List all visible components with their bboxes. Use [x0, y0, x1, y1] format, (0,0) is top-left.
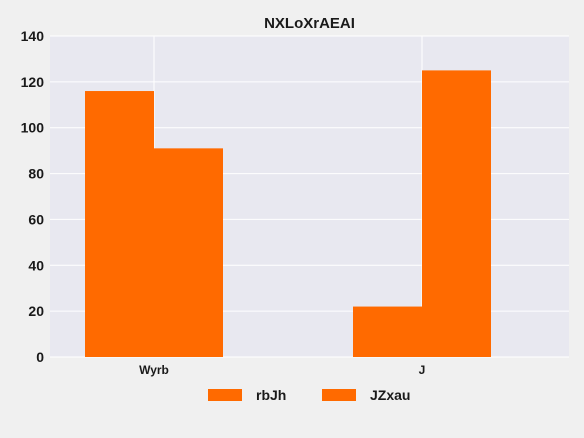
- legend-swatch: [322, 389, 356, 401]
- legend-swatch: [208, 389, 242, 401]
- legend-label: JZxau: [370, 387, 410, 403]
- y-axis-ticks: 0 20 40 60 80 100 120 140: [21, 28, 45, 365]
- y-tick-label: 20: [28, 303, 44, 319]
- x-axis-ticks: Wyrb J: [139, 363, 425, 377]
- y-tick-label: 60: [28, 211, 44, 227]
- y-tick-label: 100: [21, 120, 45, 136]
- y-tick-label: 0: [36, 349, 44, 365]
- y-tick-label: 140: [21, 28, 45, 44]
- y-tick-label: 40: [28, 257, 44, 273]
- legend-label: rbJh: [256, 387, 286, 403]
- y-tick-label: 120: [21, 74, 45, 90]
- bar-JZxau-J: [422, 70, 491, 358]
- bar-rbJh-Wyrb: [85, 91, 154, 358]
- bar-JZxau-Wyrb: [154, 148, 223, 357]
- bars: [85, 70, 491, 358]
- y-tick-label: 80: [28, 166, 44, 182]
- legend: rbJh JZxau: [208, 387, 410, 403]
- x-tick-label: J: [419, 363, 426, 377]
- bar-rbJh-J: [353, 306, 422, 357]
- chart-title: NXLoXrAEAI: [264, 15, 355, 32]
- x-tick-label: Wyrb: [139, 363, 169, 377]
